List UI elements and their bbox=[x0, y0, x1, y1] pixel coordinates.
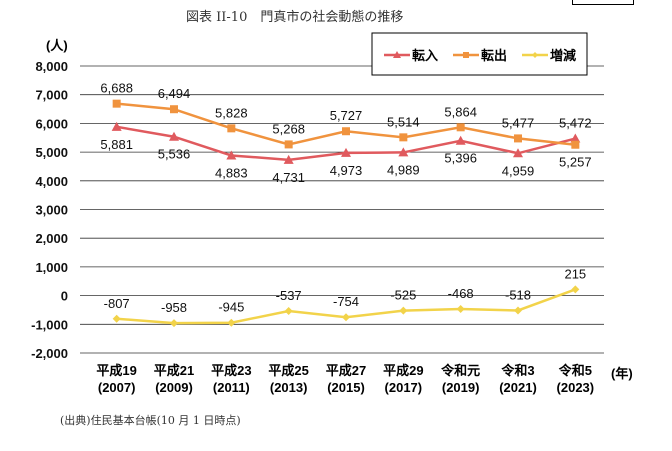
source-note: (出典)住民基本台帳(10 月 1 日時点) bbox=[60, 414, 241, 427]
x-tick-year: (2009) bbox=[155, 380, 193, 395]
x-tick-label: 平成27 bbox=[326, 363, 366, 378]
x-tick-label: 平成19 bbox=[96, 363, 136, 378]
x-tick-year: (2011) bbox=[213, 380, 250, 395]
y-tick-label: 3,000 bbox=[35, 203, 68, 218]
x-tick-year: (2013) bbox=[270, 380, 308, 395]
data-point-marker bbox=[111, 121, 122, 131]
data-point-marker bbox=[514, 134, 522, 143]
data-label: 5,257 bbox=[559, 155, 592, 170]
y-tick-label: 4,000 bbox=[35, 174, 68, 189]
data-point-marker bbox=[342, 313, 350, 322]
data-point-marker bbox=[571, 285, 580, 294]
data-label: -807 bbox=[104, 296, 130, 311]
data-point-marker bbox=[456, 305, 465, 314]
y-tick-label: 2,000 bbox=[35, 231, 68, 246]
data-point-marker bbox=[341, 147, 351, 157]
data-label: 5,472 bbox=[559, 116, 592, 131]
data-point-marker bbox=[399, 306, 408, 315]
data-point-marker bbox=[112, 314, 121, 323]
data-point-marker bbox=[170, 319, 178, 328]
data-label: 5,477 bbox=[502, 115, 535, 130]
x-tick-label: 令和3 bbox=[501, 363, 534, 378]
data-label: 6,494 bbox=[158, 86, 191, 101]
data-point-marker bbox=[342, 127, 350, 136]
data-point-marker bbox=[169, 131, 179, 141]
data-label: 5,514 bbox=[387, 114, 420, 129]
data-point-marker bbox=[514, 306, 522, 315]
data-point-marker bbox=[284, 140, 293, 149]
y-axis-label: (人) bbox=[46, 38, 68, 53]
x-tick-label: 平成25 bbox=[268, 363, 308, 378]
data-label: 4,973 bbox=[330, 163, 363, 178]
data-label: -468 bbox=[448, 286, 474, 301]
data-label: 4,883 bbox=[215, 165, 248, 180]
x-tick-year: (2023) bbox=[557, 380, 595, 395]
y-tick-label: 5,000 bbox=[35, 145, 68, 160]
x-tick-label: 平成29 bbox=[383, 363, 423, 378]
x-tick-year: (2015) bbox=[327, 380, 365, 395]
x-tick-label: 平成21 bbox=[154, 363, 194, 378]
y-tick-label: 1,000 bbox=[35, 260, 68, 275]
y-tick-label: 0 bbox=[61, 289, 68, 304]
data-point-marker bbox=[398, 147, 409, 157]
data-label: 4,731 bbox=[272, 170, 305, 185]
y-tick-label: 7,000 bbox=[35, 88, 68, 103]
data-point-marker bbox=[284, 307, 293, 316]
data-label: 4,959 bbox=[502, 163, 535, 178]
data-point-marker bbox=[513, 148, 523, 158]
x-tick-label: 令和5 bbox=[559, 363, 592, 378]
legend-label: 転入 bbox=[412, 48, 438, 64]
data-label: -958 bbox=[161, 300, 187, 315]
data-point-marker bbox=[227, 318, 236, 327]
x-tick-year: (2021) bbox=[499, 380, 537, 395]
data-label: 5,396 bbox=[444, 151, 477, 166]
data-point-marker bbox=[227, 124, 236, 133]
data-point-marker bbox=[170, 105, 178, 114]
data-point-marker bbox=[456, 123, 465, 132]
legend-label: 増減 bbox=[550, 48, 576, 64]
data-label: 6,688 bbox=[100, 81, 133, 96]
x-axis-label: (年) bbox=[611, 366, 633, 381]
data-label: -525 bbox=[390, 288, 416, 303]
x-tick-label: 令和元 bbox=[441, 363, 480, 378]
data-label: 4,989 bbox=[387, 162, 420, 177]
data-label: 5,881 bbox=[100, 137, 133, 152]
legend-marker bbox=[532, 52, 538, 58]
data-label: -537 bbox=[276, 288, 302, 303]
y-tick-label: 8,000 bbox=[35, 59, 68, 74]
data-point-marker bbox=[226, 150, 237, 160]
data-point-marker bbox=[399, 133, 408, 142]
x-tick-year: (2017) bbox=[385, 380, 423, 395]
chart-title: 図表 II-10 門真市の社会動態の推移 bbox=[186, 10, 404, 25]
x-tick-label: 平成23 bbox=[211, 363, 251, 378]
legend-marker bbox=[393, 51, 401, 58]
data-label: 5,268 bbox=[272, 121, 305, 136]
data-label: 5,536 bbox=[158, 147, 191, 162]
data-label: -945 bbox=[218, 300, 244, 315]
data-point-marker bbox=[283, 154, 294, 164]
legend-label: 転出 bbox=[481, 48, 507, 64]
legend-marker bbox=[463, 52, 469, 58]
y-tick-label: -2,000 bbox=[31, 346, 68, 361]
data-label: -754 bbox=[333, 294, 359, 309]
data-label: 5,828 bbox=[215, 105, 248, 120]
data-label: 215 bbox=[564, 266, 586, 281]
corner-box bbox=[572, 0, 634, 5]
y-tick-label: -1,000 bbox=[31, 317, 68, 332]
data-label: 5,864 bbox=[444, 104, 477, 119]
x-tick-year: (2007) bbox=[98, 380, 136, 395]
data-point-marker bbox=[455, 135, 466, 145]
data-point-marker bbox=[571, 140, 580, 149]
x-tick-year: (2019) bbox=[442, 380, 480, 395]
data-label: -518 bbox=[505, 287, 531, 302]
data-label: 5,727 bbox=[330, 108, 363, 123]
data-point-marker bbox=[112, 99, 121, 108]
data-point-marker bbox=[570, 133, 581, 143]
y-tick-label: 6,000 bbox=[35, 116, 68, 131]
